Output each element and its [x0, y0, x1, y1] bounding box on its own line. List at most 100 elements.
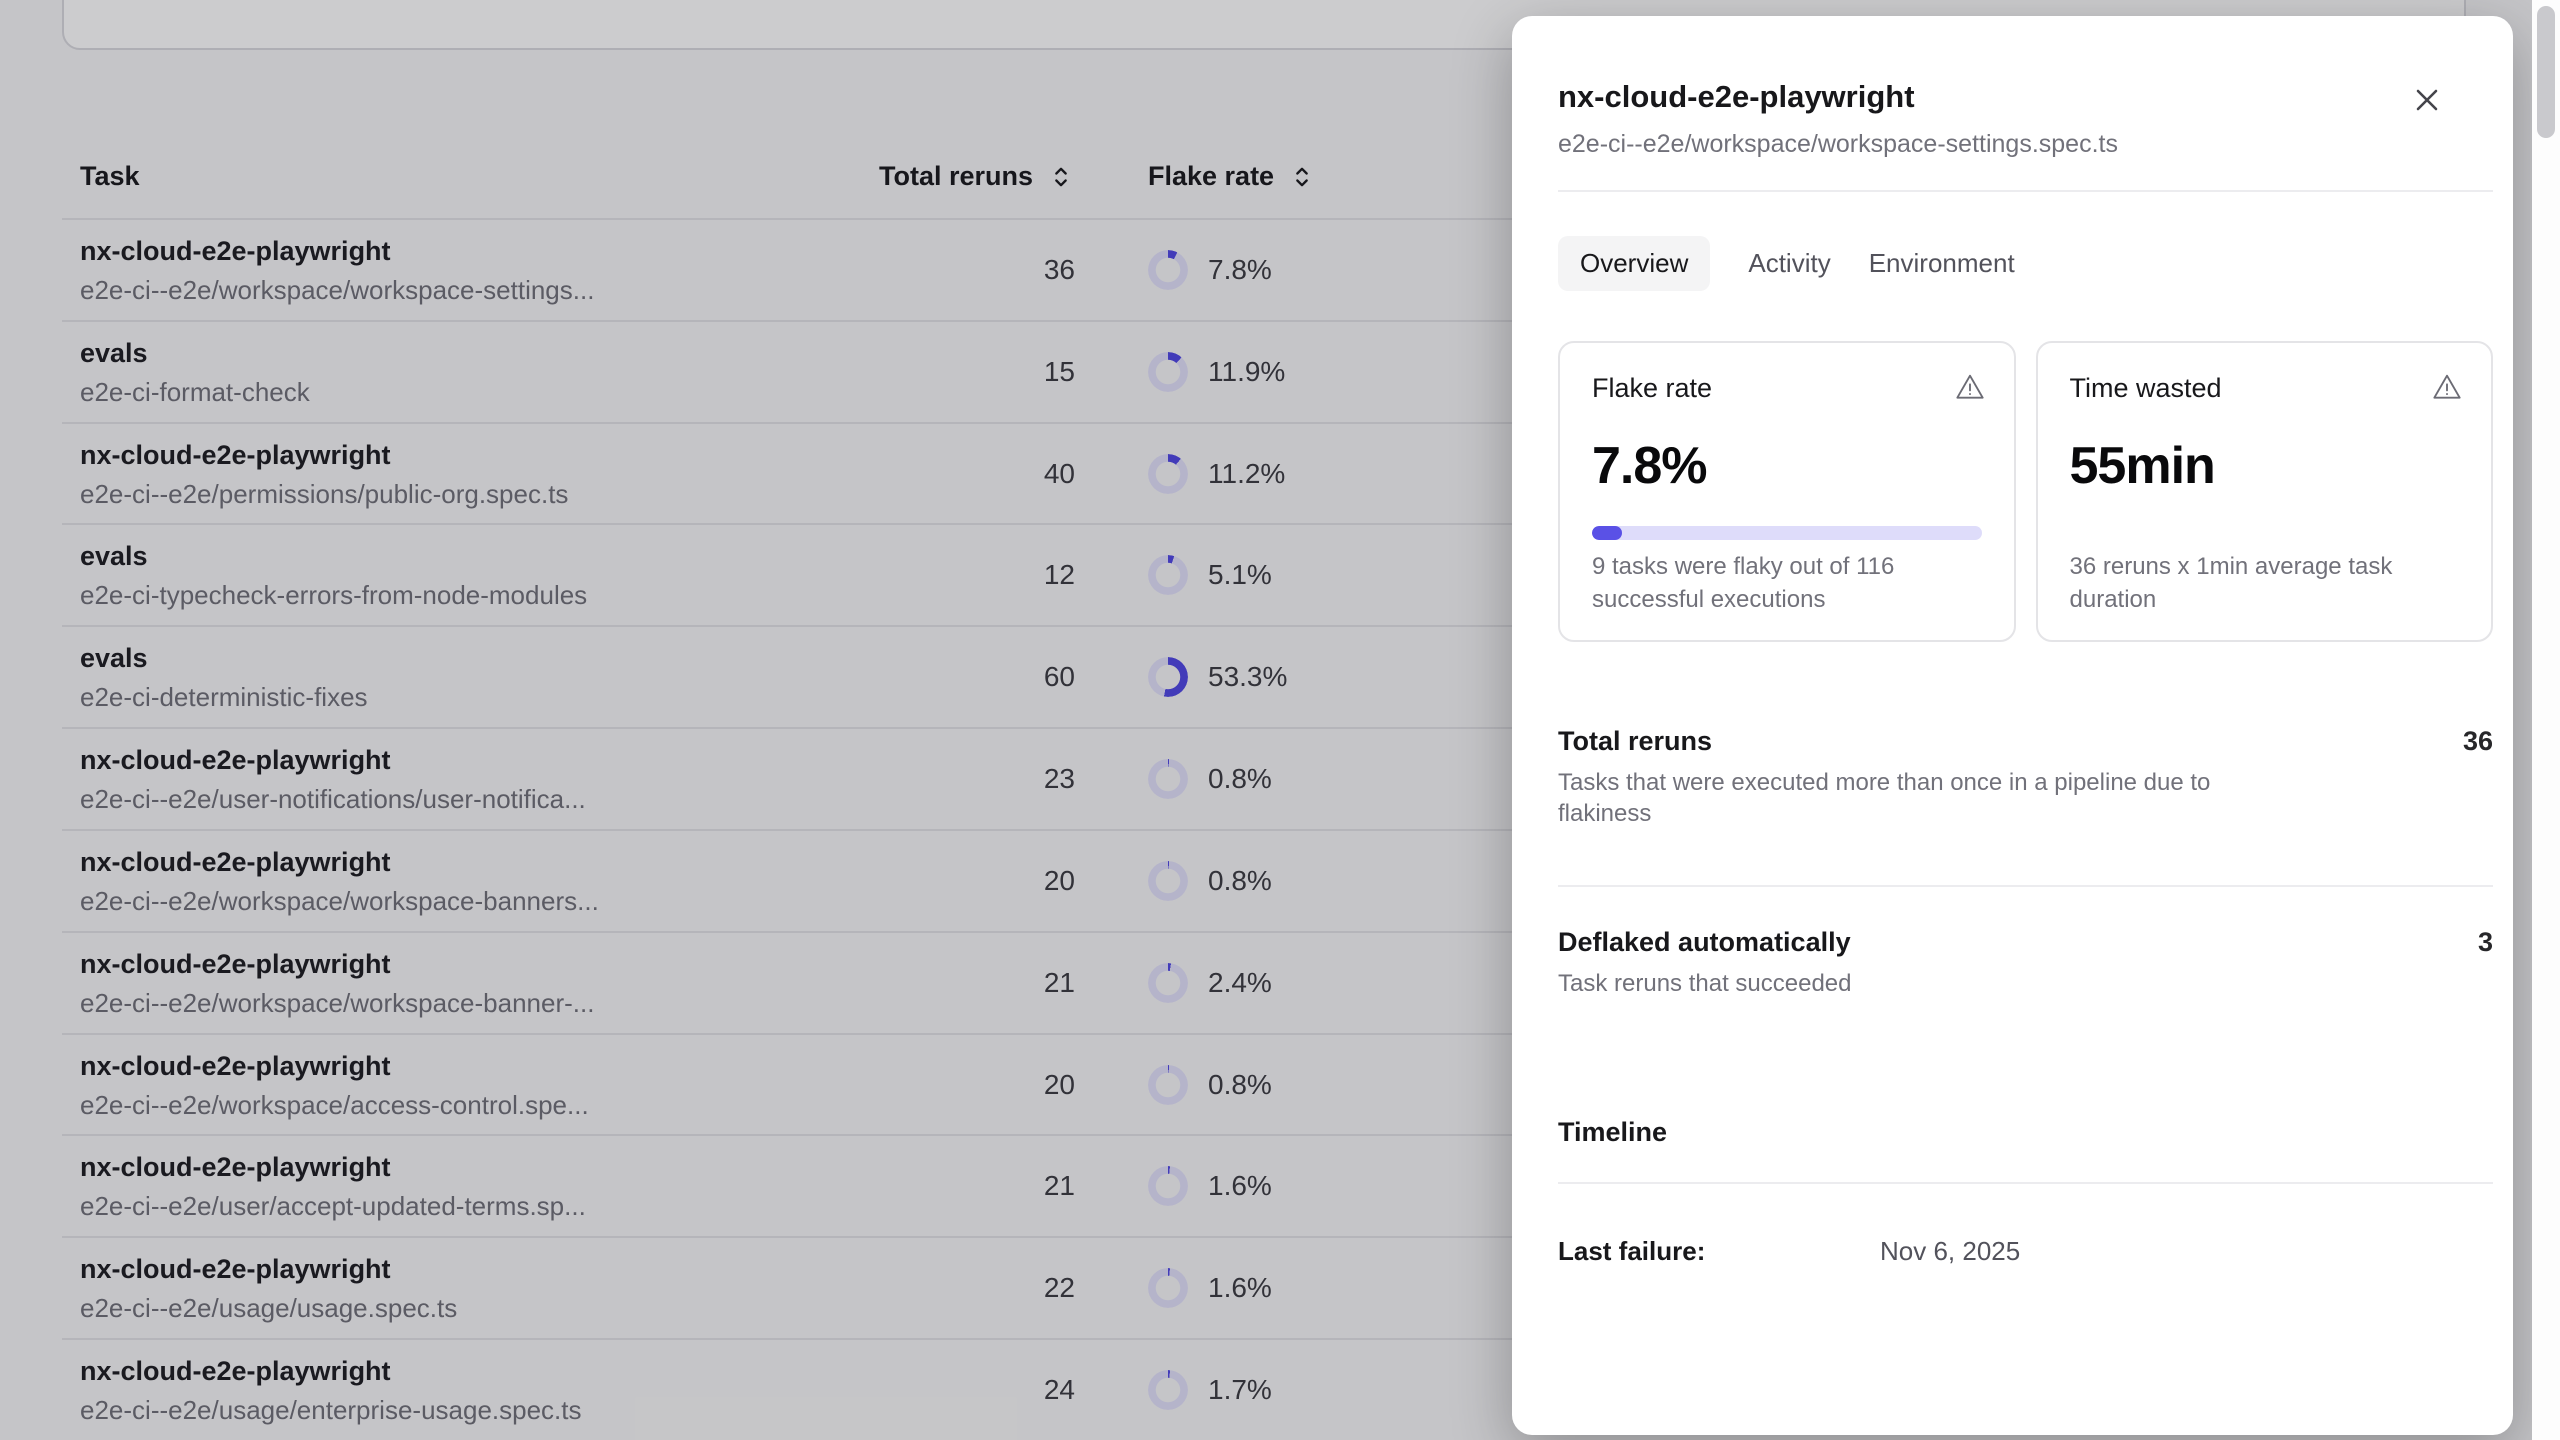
task-name: nx-cloud-e2e-playwright — [80, 1152, 391, 1183]
flake-rate-value: 0.8% — [1208, 864, 1272, 896]
flake-rate-value: 53.3% — [1208, 661, 1288, 693]
flake-rate-value: 2.4% — [1208, 966, 1272, 998]
deflaked-stat: Deflaked automatically 3 Task reruns tha… — [1558, 927, 2493, 999]
table-row[interactable]: nx-cloud-e2e-playwright e2e-ci--e2e/user… — [62, 1134, 2466, 1236]
flake-rate-cell: 53.3% — [1075, 657, 2466, 698]
total-reruns-cell: 20 — [1043, 1068, 1075, 1100]
flake-rate-donut-icon — [1148, 1268, 1188, 1309]
task-name: evals — [80, 337, 148, 368]
task-cell: nx-cloud-e2e-playwright e2e-ci--e2e/work… — [80, 946, 842, 1020]
sort-icon[interactable] — [1047, 163, 1075, 191]
task-cell: evals e2e-ci-typecheck-errors-from-node-… — [80, 538, 842, 612]
browser-scrollbar[interactable] — [2532, 0, 2560, 1440]
table-row[interactable]: evals e2e-ci-typecheck-errors-from-node-… — [62, 523, 2466, 625]
total-reruns-cell: 15 — [1043, 355, 1075, 387]
panel-title: nx-cloud-e2e-playwright — [1558, 79, 1915, 114]
table-row[interactable]: nx-cloud-e2e-playwright e2e-ci--e2e/work… — [62, 1032, 2466, 1135]
total-reruns-cell: 20 — [1043, 864, 1075, 896]
task-cell: nx-cloud-e2e-playwright e2e-ci--e2e/perm… — [80, 437, 842, 511]
task-name: nx-cloud-e2e-playwright — [80, 1254, 391, 1285]
stat-description: Task reruns that succeeded — [1558, 970, 1852, 997]
table-row[interactable]: nx-cloud-e2e-playwright e2e-ci--e2e/user… — [62, 727, 2466, 829]
task-name: nx-cloud-e2e-playwright — [80, 235, 391, 266]
total-reruns-cell: 12 — [1043, 559, 1075, 591]
stat-label: Deflaked automatically — [1558, 927, 1851, 957]
task-cell: nx-cloud-e2e-playwright e2e-ci--e2e/user… — [80, 742, 842, 816]
flake-rate-donut-icon — [1148, 657, 1188, 698]
flake-rate-cell: 0.8% — [1075, 1064, 2466, 1105]
stat-description: Tasks that were executed more than once … — [1558, 769, 2211, 827]
flake-rate-donut-icon — [1148, 759, 1188, 800]
flake-rate-donut-icon — [1148, 453, 1188, 494]
total-reruns-cell: 23 — [1043, 763, 1075, 795]
scrollbar-thumb[interactable] — [2537, 6, 2555, 138]
task-path: e2e-ci--e2e/permissions/public-org.spec.… — [80, 478, 569, 509]
table-row[interactable]: nx-cloud-e2e-playwright e2e-ci--e2e/usag… — [62, 1236, 2466, 1338]
flake-rate-donut-icon — [1148, 962, 1188, 1003]
warning-icon — [1954, 371, 1986, 403]
task-name: nx-cloud-e2e-playwright — [80, 1050, 391, 1081]
task-cell: nx-cloud-e2e-playwright e2e-ci--e2e/work… — [80, 1048, 842, 1122]
task-cell: nx-cloud-e2e-playwright e2e-ci--e2e/usag… — [80, 1353, 842, 1427]
column-header-label: Total reruns — [878, 161, 1033, 191]
tab-overview[interactable]: Overview — [1558, 236, 1711, 291]
close-icon — [2416, 89, 2438, 111]
total-reruns-cell: 22 — [1043, 1272, 1075, 1304]
total-reruns-cell: 36 — [1043, 253, 1075, 285]
flake-rate-cell: 11.2% — [1075, 453, 2466, 494]
tab-activity[interactable]: Activity — [1748, 236, 1830, 291]
total-reruns-cell: 40 — [1043, 457, 1075, 489]
flake-rate-value: 0.8% — [1208, 1068, 1272, 1100]
sort-icon[interactable] — [1288, 163, 1316, 191]
task-path: e2e-ci--e2e/user/accept-updated-terms.sp… — [80, 1191, 586, 1222]
flake-rate-value: 7.8% — [1592, 437, 1708, 495]
flake-rate-cell: 0.8% — [1075, 860, 2466, 901]
table-row[interactable]: nx-cloud-e2e-playwright e2e-ci--e2e/usag… — [62, 1338, 2466, 1440]
table-row[interactable]: evals e2e-ci-format-check 15 11.9% — [62, 319, 2466, 422]
table-row[interactable]: nx-cloud-e2e-playwright e2e-ci--e2e/work… — [62, 828, 2466, 931]
warning-icon — [2431, 371, 2463, 403]
flake-rate-value: 11.2% — [1208, 457, 1286, 489]
flake-rate-cell: 2.4% — [1075, 962, 2466, 1003]
flake-rate-value: 0.8% — [1208, 763, 1272, 795]
column-header-total-reruns[interactable]: Total reruns — [842, 161, 1075, 192]
table-row[interactable]: nx-cloud-e2e-playwright e2e-ci--e2e/work… — [62, 218, 2466, 320]
flake-rate-cell: 11.9% — [1075, 351, 2466, 392]
flake-rate-donut-icon — [1148, 860, 1188, 901]
task-path: e2e-ci-typecheck-errors-from-node-module… — [80, 580, 588, 611]
flake-rate-value: 1.6% — [1208, 1170, 1272, 1202]
flake-rate-cell: 1.6% — [1075, 1268, 2466, 1309]
stat-cards: Flake rate 7.8% 9 tasks were flaky out o… — [1558, 341, 2493, 642]
column-header-flake-rate[interactable]: Flake rate — [1075, 161, 2466, 192]
close-button[interactable] — [2409, 80, 2449, 120]
last-failure-label: Last failure: — [1558, 1236, 1706, 1266]
flake-rate-value: 11.9% — [1208, 355, 1286, 387]
table-body: nx-cloud-e2e-playwright e2e-ci--e2e/work… — [62, 218, 2466, 1440]
card-title: Flake rate — [1592, 373, 1713, 403]
card-caption: 36 reruns x 1min average task duration — [2069, 553, 2393, 613]
task-cell: nx-cloud-e2e-playwright e2e-ci--e2e/usag… — [80, 1251, 842, 1325]
progressbar-fill — [1592, 526, 1623, 540]
stat-value: 36 — [2462, 726, 2493, 756]
task-name: nx-cloud-e2e-playwright — [80, 846, 391, 877]
flake-rate-donut-icon — [1148, 1166, 1188, 1207]
table-row[interactable]: evals e2e-ci-deterministic-fixes 60 53.3… — [62, 625, 2466, 727]
tab-environment[interactable]: Environment — [1869, 236, 2015, 291]
flake-rate-progressbar — [1592, 526, 1982, 540]
flake-rate-cell: 1.6% — [1075, 1166, 2466, 1207]
task-cell: nx-cloud-e2e-playwright e2e-ci--e2e/user… — [80, 1149, 842, 1223]
flake-rate-card: Flake rate 7.8% 9 tasks were flaky out o… — [1558, 341, 2016, 642]
task-path: e2e-ci--e2e/workspace/workspace-banner-.… — [80, 987, 595, 1018]
column-header-task: Task — [80, 161, 140, 191]
stat-label: Total reruns — [1558, 726, 1713, 756]
flake-rate-value: 1.7% — [1208, 1374, 1272, 1406]
flake-rate-donut-icon — [1148, 249, 1188, 290]
time-wasted-card: Time wasted 55min 36 reruns x 1min avera… — [2035, 341, 2493, 642]
table-row[interactable]: nx-cloud-e2e-playwright e2e-ci--e2e/work… — [62, 930, 2466, 1033]
task-name: evals — [80, 541, 148, 572]
flake-rate-value: 1.6% — [1208, 1272, 1272, 1304]
table-row[interactable]: nx-cloud-e2e-playwright e2e-ci--e2e/perm… — [62, 421, 2466, 524]
flaky-tasks-table: Task Total reruns Flake rate nx-cloud-e2… — [62, 50, 2466, 1440]
flake-rate-donut-icon — [1148, 1064, 1188, 1105]
task-path: e2e-ci-deterministic-fixes — [80, 682, 368, 713]
